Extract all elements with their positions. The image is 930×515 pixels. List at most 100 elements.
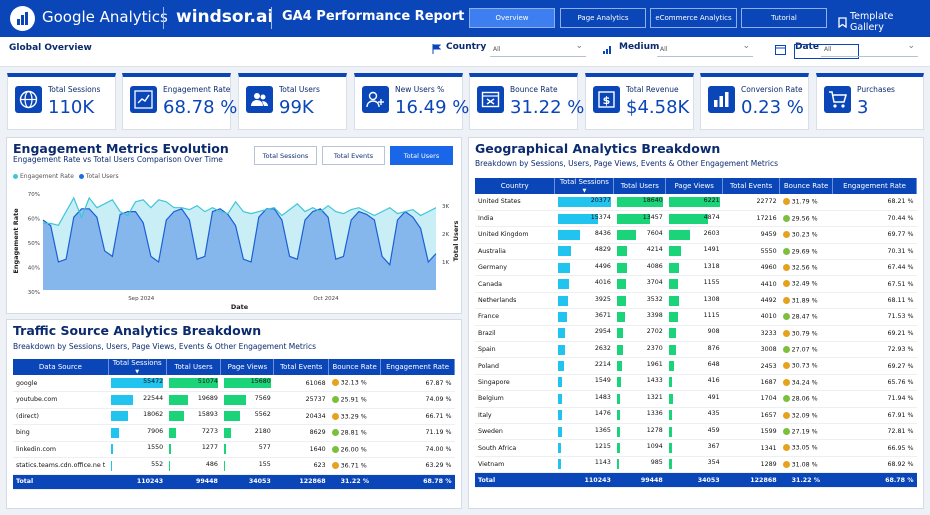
kpi-label: Purchases [857,85,895,94]
kpi-value: 68.78 % [163,97,238,118]
table-row[interactable]: United States 20377 18640 6221 22772 31.79 % 6… [475,194,917,211]
column-header[interactable]: Total Sessions ▼ [108,359,167,375]
column-header[interactable]: Page Views [665,178,724,194]
template-gallery-link[interactable]: Template Gallery [838,11,930,33]
events-cell: 1640 [273,441,329,458]
table-row[interactable]: Australia 4829 4214 1491 5550 29.69 % 70.31 % [475,243,917,261]
column-header[interactable]: Total Users [613,178,667,194]
table-row[interactable]: Brazil 2954 2702 908 3233 30.79 % 69.21 % [475,325,917,343]
table-row[interactable]: Italy 1476 1336 435 1657 32.09 % 67.91 % [475,407,917,424]
date-select[interactable]: All [821,40,918,57]
engagement-cell: 71.94 % [832,390,917,408]
kpi-label: Bounce Rate [510,85,558,94]
column-header[interactable]: Bounce Rate [328,359,382,375]
total-cell: 110243 [108,474,167,490]
table-row[interactable]: South Africa 1215 1094 367 1341 33.05 % 66.95 … [475,439,917,457]
events-cell: 9459 [722,226,780,244]
table-row[interactable]: google 55472 51074 15680 61068 32.13 % 67.87 % [13,375,455,392]
tab-page-analytics[interactable]: Page Analytics [560,8,646,28]
row-label: bing [13,424,109,442]
medium-select[interactable]: All [657,40,753,57]
table-row[interactable]: youtube.com 22544 19689 7569 25737 25.91 % 74.… [13,391,455,409]
kpi-label: Conversion Rate [741,85,803,94]
sessions-cell: 3925 [554,292,614,310]
bookmark-icon [838,16,847,28]
globe-icon [15,86,42,113]
table-row[interactable]: Spain 2632 2370 876 3008 27.07 % 72.93 % [475,341,917,359]
country-select[interactable]: All [490,40,586,57]
sessions-cell: 8436 [554,226,614,244]
column-header[interactable]: Engagement Rate [832,178,917,194]
pageviews-cell: 1155 [665,275,723,293]
kpi-value: 31.22 % [510,97,585,118]
table-row[interactable]: Poland 2214 1961 648 2453 30.73 % 69.27 % [475,357,917,375]
pageviews-cell: 908 [665,325,723,343]
table-row[interactable]: Sweden 1365 1278 459 1599 27.19 % 72.81 % [475,423,917,441]
tab-tutorial[interactable]: Tutorial [741,8,827,28]
table-row[interactable]: India 15374 13457 4874 17216 29.56 % 70.44 % [475,210,917,228]
status-icon [331,429,339,436]
tab-total-sessions[interactable]: Total Sessions [254,146,317,165]
kpi-label: Total Revenue [626,85,679,94]
total-cell: 122868 [722,472,780,489]
kpi-card-sessions: Total Sessions 110K [7,73,116,130]
engagement-cell: 71.53 % [832,308,917,326]
users-cell: 3704 [613,275,666,293]
tab-total-events[interactable]: Total Events [322,146,385,165]
users-cell: 15893 [166,408,221,425]
column-header[interactable]: Total Events [273,359,330,375]
geo-title: Geographical Analytics Breakdown [475,141,721,156]
users-cell: 1336 [613,407,666,424]
ga-logo-icon [10,6,35,31]
tab-overview[interactable]: Overview [469,8,555,28]
users-cell: 3398 [613,308,666,326]
sessions-cell: 2214 [554,357,614,375]
table-row[interactable]: Netherlands 3925 3532 1308 4492 31.89 % 68.11 … [475,292,917,310]
status-icon [782,378,790,386]
bounce-cell: 32.13 % [328,375,381,392]
column-header[interactable]: Total Events [722,178,781,194]
events-cell: 20434 [273,408,329,425]
sessions-cell: 3671 [554,308,614,326]
events-cell: 4010 [722,308,780,326]
engagement-cell: 67.87 % [380,375,455,392]
y-left-tick: 50% [28,241,40,247]
table-row[interactable]: Singapore 1549 1433 416 1687 34.24 % 65.76 % [475,374,917,392]
bounce-cell: 28.47 % [779,308,833,326]
table-row[interactable]: France 3671 3398 1115 4010 28.47 % 71.53 % [475,308,917,326]
sessions-cell: 552 [108,457,167,475]
column-header[interactable]: Total Sessions ▼ [554,178,615,194]
table-row[interactable]: Vietnam 1143 985 354 1289 31.08 % 68.92 % [475,456,917,474]
flag-icon [432,44,441,54]
column-header[interactable]: Bounce Rate [779,178,834,194]
column-header[interactable]: Page Views [220,359,275,375]
total-cell: 31.22 % [779,472,833,489]
table-row[interactable]: statics.teams.cdn.office.ne t 552 486 155 62… [13,457,455,475]
table-row[interactable]: United Kingdom 8436 7604 2603 9459 30.23 % 69.… [475,226,917,244]
ga-logo-text: Google Analytics [42,8,168,26]
sessions-cell: 4829 [554,243,614,261]
table-row[interactable]: Germany 4496 4086 1318 4960 32.56 % 67.44 % [475,259,917,277]
bounce-cell: 25.91 % [328,391,381,409]
engagement-cell: 72.93 % [832,341,917,359]
table-row[interactable]: bing 7906 7273 2180 8629 28.81 % 71.19 % [13,424,455,442]
events-cell: 2453 [722,357,780,375]
bounce-cell: 29.69 % [779,243,833,261]
row-label: Netherlands [475,292,555,310]
column-header[interactable]: Country [475,178,556,194]
row-label: South Africa [475,439,555,457]
table-row[interactable]: (direct) 18062 15893 5562 20434 33.29 % 66.71 … [13,408,455,425]
tab-total-users[interactable]: Total Users [390,146,453,165]
column-header[interactable]: Data Source [13,359,109,375]
kpi-label: New Users % [395,85,445,94]
svg-text:$: $ [603,94,611,107]
bounce-cell: 28.81 % [328,424,381,442]
table-row[interactable]: Canada 4016 3704 1155 4410 32.49 % 67.51 % [475,275,917,293]
column-header[interactable]: Engagement Rate [380,359,455,375]
table-row[interactable]: Belgium 1483 1321 491 1704 28.06 % 71.94 % [475,390,917,408]
tab-ecommerce-analytics[interactable]: eCommerce Analytics [650,8,737,28]
engagement-title: Engagement Metrics Evolution [13,141,229,156]
y-right-tick: 2K [442,232,449,238]
table-row[interactable]: linkedin.com 1550 1277 577 1640 26.00 % 74.00 … [13,441,455,458]
column-header[interactable]: Total Users [166,359,222,375]
